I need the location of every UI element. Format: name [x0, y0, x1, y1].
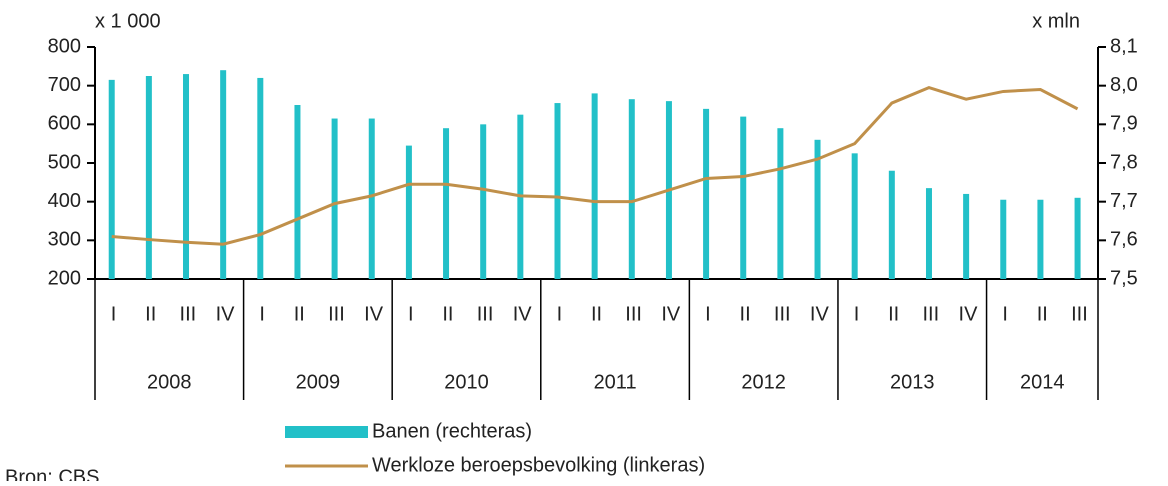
- legend-label: Werkloze beroepsbevolking (linkeras): [372, 454, 705, 476]
- bar: [108, 79, 115, 279]
- bar: [480, 124, 487, 279]
- bar: [777, 128, 784, 279]
- bar: [183, 74, 190, 279]
- y2-tick-label: 7,5: [1110, 267, 1138, 289]
- x-tick-label: I: [259, 303, 265, 325]
- x-tick-label: III: [625, 303, 642, 325]
- x-tick-label: II: [591, 303, 602, 325]
- year-label: 2009: [296, 371, 341, 393]
- y-tick-label: 800: [48, 35, 81, 57]
- bar: [145, 76, 152, 279]
- bar: [257, 77, 264, 279]
- y-tick-label: 600: [48, 113, 81, 135]
- bar: [851, 153, 858, 279]
- bar: [1074, 197, 1081, 279]
- x-tick-label: I: [1002, 303, 1008, 325]
- y-tick-label: 300: [48, 229, 81, 251]
- x-tick-label: IV: [810, 303, 830, 325]
- x-tick-label: II: [1037, 303, 1048, 325]
- bar: [925, 188, 932, 279]
- x-tick-label: I: [854, 303, 860, 325]
- x-tick-label: II: [294, 303, 305, 325]
- year-label: 2012: [741, 371, 786, 393]
- bar: [368, 118, 375, 280]
- x-tick-label: I: [408, 303, 414, 325]
- bar: [888, 170, 895, 279]
- source: Bron: CBS: [5, 466, 99, 481]
- y-tick-label: 400: [48, 190, 81, 212]
- x-tick-label: II: [740, 303, 751, 325]
- x-tick-label: II: [442, 303, 453, 325]
- bar: [1037, 199, 1044, 279]
- y2-tick-label: 7,7: [1110, 190, 1138, 212]
- x-tick-label: IV: [513, 303, 533, 325]
- bar: [443, 128, 450, 279]
- x-tick-label: II: [145, 303, 156, 325]
- bar: [405, 145, 412, 279]
- bar: [294, 105, 301, 279]
- bar: [554, 103, 561, 279]
- x-tick-label: III: [477, 303, 494, 325]
- bar: [703, 108, 710, 279]
- y2-tick-label: 7,8: [1110, 151, 1138, 173]
- bar: [740, 116, 747, 279]
- bar: [331, 118, 338, 280]
- year-label: 2010: [444, 371, 489, 393]
- x-tick-label: II: [888, 303, 899, 325]
- bar: [591, 93, 598, 280]
- y-tick-label: 700: [48, 74, 81, 96]
- x-tick-label: III: [774, 303, 791, 325]
- x-tick-label: III: [1071, 303, 1088, 325]
- bar: [1000, 199, 1007, 279]
- legend-swatch: [285, 426, 368, 438]
- year-label: 2008: [147, 371, 192, 393]
- y2-tick-label: 7,9: [1110, 113, 1138, 135]
- bar: [963, 193, 970, 279]
- x-tick-label: IV: [216, 303, 236, 325]
- year-label: 2011: [594, 371, 637, 393]
- x-tick-label: III: [328, 303, 345, 325]
- x-tick-label: III: [180, 303, 197, 325]
- x-tick-label: III: [922, 303, 939, 325]
- y2-tick-label: 8,0: [1110, 74, 1138, 96]
- x-tick-label: IV: [661, 303, 681, 325]
- y2-tick-label: 7,6: [1110, 229, 1138, 251]
- line: [111, 86, 1079, 246]
- y-tick-label: 500: [48, 151, 81, 173]
- bar: [220, 70, 227, 279]
- year-label: 2013: [890, 371, 935, 393]
- y-axis-label: x 1 000: [95, 10, 161, 32]
- x-tick-label: I: [111, 303, 117, 325]
- legend-label: Banen (rechteras): [372, 420, 532, 442]
- bar: [628, 99, 635, 279]
- x-tick-label: IV: [959, 303, 979, 325]
- bar: [814, 139, 821, 279]
- x-tick-label: I: [705, 303, 711, 325]
- year-label: 2014: [1020, 371, 1065, 393]
- x-tick-label: IV: [364, 303, 384, 325]
- y2-axis-label: x mln: [1032, 10, 1080, 32]
- y2-tick-label: 8,1: [1110, 35, 1138, 57]
- x-tick-label: I: [557, 303, 563, 325]
- y-tick-label: 200: [48, 267, 81, 289]
